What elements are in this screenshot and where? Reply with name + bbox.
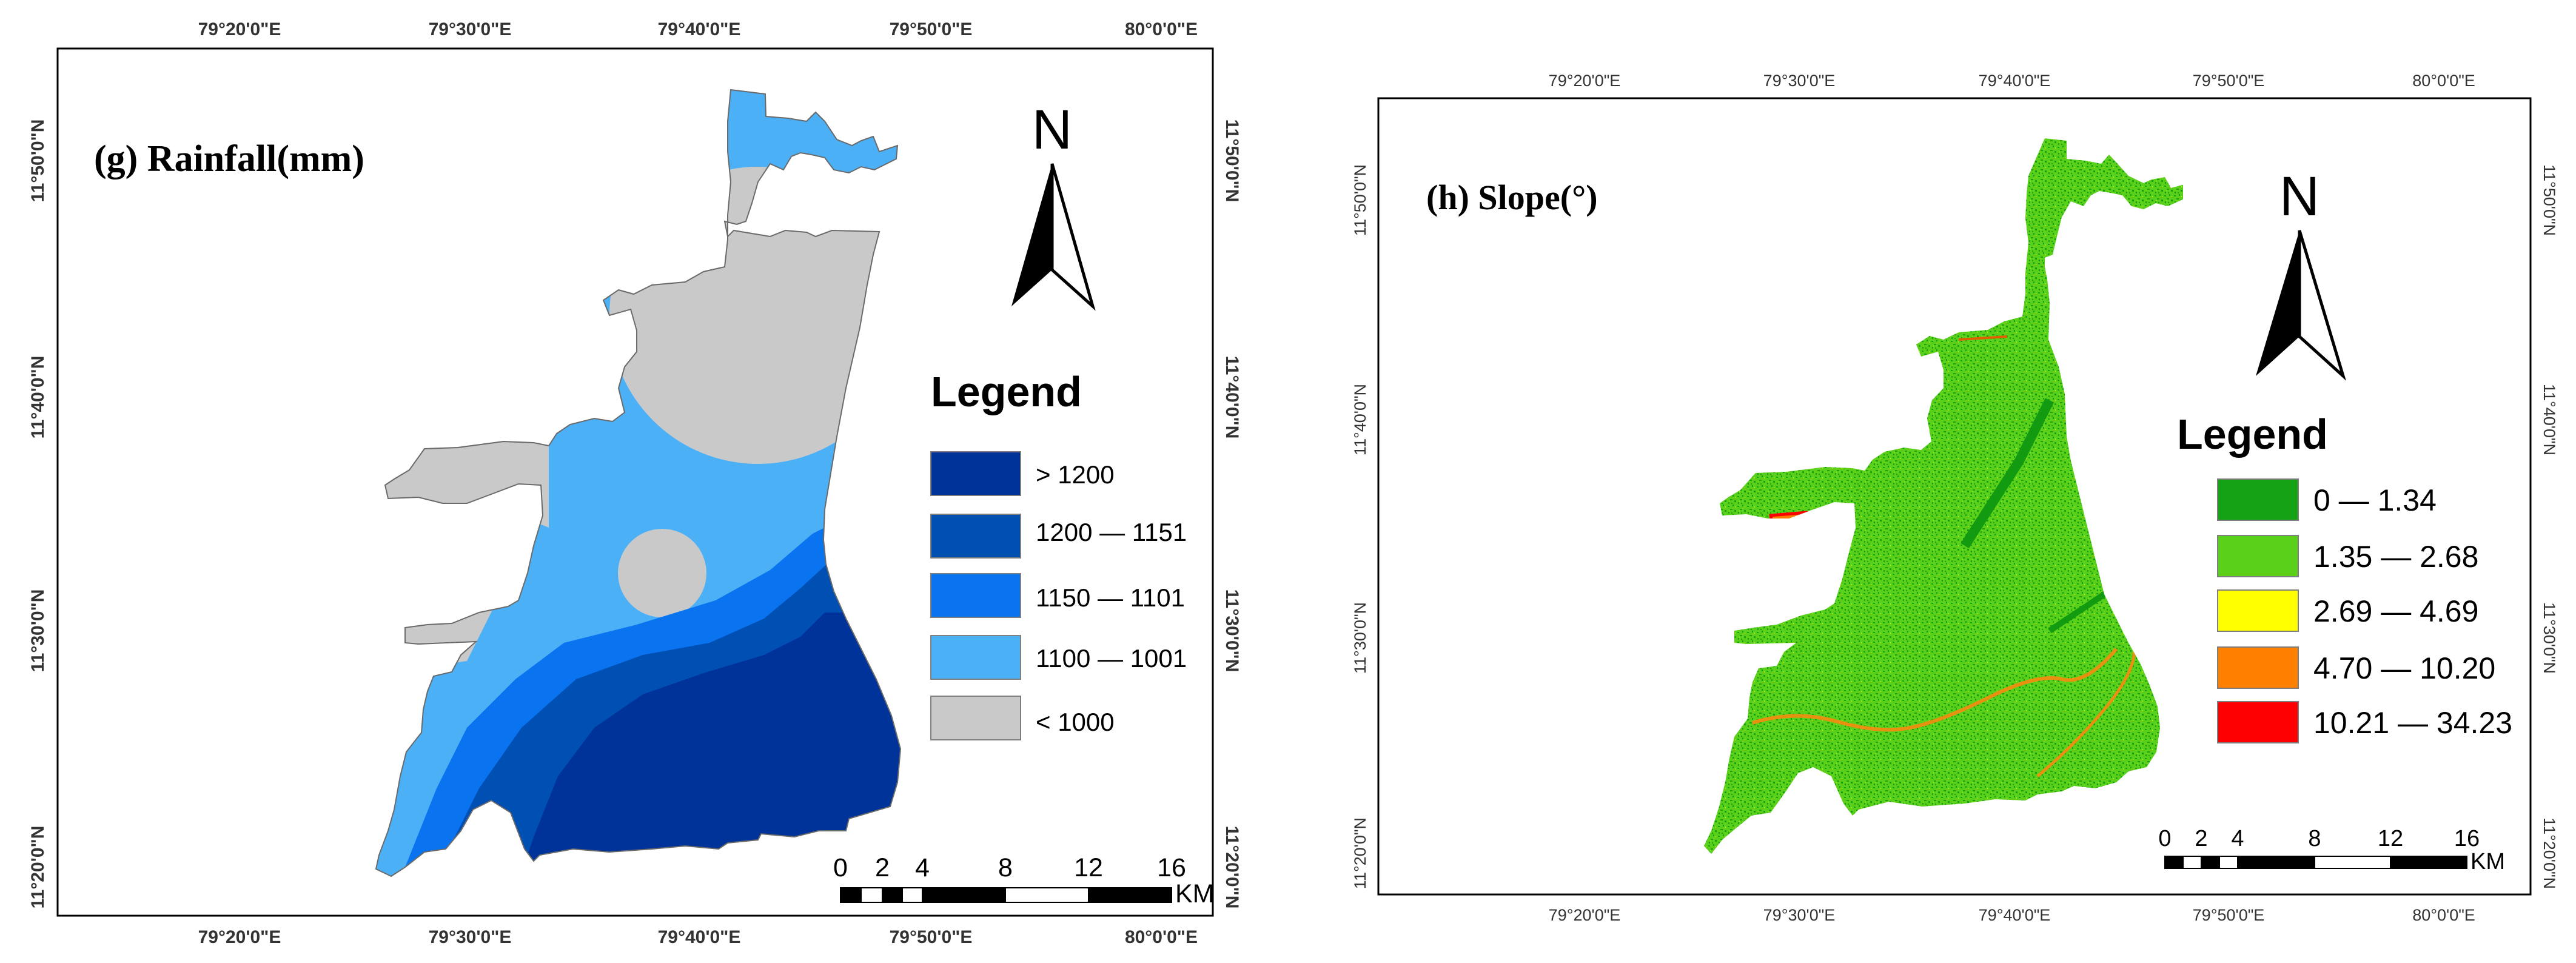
legend-swatch bbox=[2217, 478, 2299, 521]
legend-swatch bbox=[930, 635, 1021, 680]
map-title-h: (h) Slope(°) bbox=[1426, 178, 1598, 217]
lat-ticks-left-g: 11°50'0"N 11°40'0"N 11°30'0"N 11°20'0"N bbox=[28, 119, 48, 909]
lon-ticks-bottom-h: 79°20'0"E 79°30'0"E 79°40'0"E 79°50'0"E … bbox=[1549, 906, 2475, 924]
lat-tick-label: 11°20'0"N bbox=[2540, 817, 2558, 889]
legend-label: 1100 — 1001 bbox=[1036, 644, 1187, 673]
map-panel-rainfall: 79°20'0"E 79°30'0"E 79°40'0"E 79°50'0"E … bbox=[28, 19, 1242, 947]
map-panel-slope: 79°20'0"E 79°30'0"E 79°40'0"E 79°50'0"E … bbox=[1351, 72, 2558, 924]
lat-tick-label: 11°40'0"N bbox=[1222, 356, 1242, 439]
lon-tick-label: 79°50'0"E bbox=[2193, 906, 2265, 924]
north-arrow-icon: N bbox=[1011, 99, 1096, 311]
lat-tick-label: 11°20'0"N bbox=[1222, 826, 1242, 909]
zone-lt1000-center bbox=[618, 529, 706, 617]
scale-number: 12 bbox=[1074, 853, 1103, 882]
legend-swatch bbox=[2217, 535, 2299, 577]
lat-ticks-left-h: 11°50'0"N 11°40'0"N 11°30'0"N 11°20'0"N bbox=[1351, 164, 1369, 889]
legend-swatch bbox=[930, 573, 1021, 618]
lat-tick-label: 11°30'0"N bbox=[1222, 589, 1242, 673]
legend-swatch bbox=[930, 451, 1021, 496]
legend-label: 1150 — 1101 bbox=[1036, 583, 1185, 612]
lon-tick-label: 79°40'0"E bbox=[658, 19, 741, 39]
lon-tick-label: 80°0'0"E bbox=[2412, 906, 2475, 924]
lat-tick-label: 11°30'0"N bbox=[28, 589, 48, 673]
scale-number: 8 bbox=[2308, 826, 2321, 851]
scale-number: 4 bbox=[915, 853, 930, 882]
legend-title-g: Legend bbox=[931, 368, 1082, 415]
lat-tick-label: 11°50'0"N bbox=[28, 119, 48, 203]
scale-number: 12 bbox=[2378, 826, 2403, 851]
scale-number: 8 bbox=[998, 853, 1013, 882]
legend-swatch bbox=[930, 696, 1021, 740]
lon-tick-label: 79°50'0"E bbox=[890, 19, 973, 39]
lon-tick-label: 79°30'0"E bbox=[429, 927, 512, 947]
lon-tick-label: 79°40'0"E bbox=[658, 927, 741, 947]
lat-tick-label: 11°20'0"N bbox=[1351, 817, 1369, 889]
lon-tick-label: 79°40'0"E bbox=[1979, 72, 2051, 90]
legend-swatch bbox=[2217, 701, 2299, 743]
lat-tick-label: 11°50'0"N bbox=[1222, 119, 1242, 203]
scale-bar-g: 0 2 4 8 12 16 KM bbox=[833, 853, 1214, 908]
lat-tick-label: 11°30'0"N bbox=[1351, 602, 1369, 674]
scale-number: 4 bbox=[2231, 826, 2244, 851]
lon-ticks-bottom-g: 79°20'0"E 79°30'0"E 79°40'0"E 79°50'0"E … bbox=[198, 927, 1198, 947]
lat-tick-label: 11°50'0"N bbox=[2540, 164, 2558, 236]
lon-tick-label: 80°0'0"E bbox=[1125, 927, 1198, 947]
scale-number: 16 bbox=[2454, 826, 2480, 851]
lon-tick-label: 80°0'0"E bbox=[2412, 72, 2475, 90]
lon-tick-label: 79°20'0"E bbox=[198, 19, 281, 39]
legend-label: 0 — 1.34 bbox=[2313, 483, 2437, 517]
lat-tick-label: 11°40'0"N bbox=[2540, 384, 2558, 455]
lon-ticks-top-h: 79°20'0"E 79°30'0"E 79°40'0"E 79°50'0"E … bbox=[1549, 72, 2475, 90]
scale-number: 2 bbox=[875, 853, 890, 882]
lon-tick-label: 79°20'0"E bbox=[1549, 906, 1621, 924]
district-boundary-g bbox=[375, 89, 902, 877]
legend-label: < 1000 bbox=[1036, 708, 1115, 736]
lat-tick-label: 11°30'0"N bbox=[2540, 602, 2558, 674]
lon-tick-label: 79°20'0"E bbox=[198, 927, 281, 947]
lon-tick-label: 80°0'0"E bbox=[1125, 19, 1198, 39]
legend-label: > 1200 bbox=[1036, 460, 1115, 489]
legend-label: 1200 — 1151 bbox=[1036, 518, 1187, 546]
legend-title-h: Legend bbox=[2177, 411, 2328, 458]
legend-swatch bbox=[2217, 589, 2299, 632]
scale-number: 16 bbox=[1157, 853, 1186, 882]
scale-number: 0 bbox=[2158, 826, 2171, 851]
scale-number: 0 bbox=[833, 853, 848, 882]
north-label: N bbox=[1032, 99, 1072, 161]
lon-tick-label: 79°40'0"E bbox=[1979, 906, 2051, 924]
lon-tick-label: 79°20'0"E bbox=[1549, 72, 1621, 90]
legend-label: 1.35 — 2.68 bbox=[2313, 540, 2478, 574]
legend-swatch bbox=[930, 514, 1021, 559]
lon-tick-label: 79°30'0"E bbox=[429, 19, 512, 39]
north-label: N bbox=[2279, 166, 2319, 227]
lat-tick-label: 11°20'0"N bbox=[28, 826, 48, 909]
legend-label: 2.69 — 4.69 bbox=[2313, 594, 2478, 628]
lat-tick-label: 11°50'0"N bbox=[1351, 164, 1369, 236]
lon-tick-label: 79°30'0"E bbox=[1763, 72, 1836, 90]
legend-h: Legend 0 — 1.34 1.35 — 2.68 2.69 — 4.69 … bbox=[2177, 411, 2512, 743]
lon-ticks-top-g: 79°20'0"E 79°30'0"E 79°40'0"E 79°50'0"E … bbox=[198, 19, 1198, 39]
scale-number: 2 bbox=[2195, 826, 2207, 851]
north-arrow-icon: N bbox=[2256, 166, 2346, 381]
lat-tick-label: 11°40'0"N bbox=[1351, 384, 1369, 455]
lon-tick-label: 79°30'0"E bbox=[1763, 906, 1836, 924]
map-title-g: (g) Rainfall(mm) bbox=[94, 138, 364, 180]
legend-g: Legend > 1200 1200 — 1151 1150 — 1101 11… bbox=[930, 368, 1187, 740]
scale-unit: KM bbox=[2470, 849, 2505, 874]
scale-unit: KM bbox=[1175, 879, 1215, 908]
lon-tick-label: 79°50'0"E bbox=[2193, 72, 2265, 90]
legend-label: 10.21 — 34.23 bbox=[2313, 706, 2512, 740]
scale-bar-h: 0 2 4 8 12 16 KM bbox=[2158, 826, 2505, 874]
lat-ticks-right-h: 11°50'0"N 11°40'0"N 11°30'0"N 11°20'0"N bbox=[2540, 164, 2558, 889]
lat-ticks-right-g: 11°50'0"N 11°40'0"N 11°30'0"N 11°20'0"N bbox=[1222, 119, 1242, 909]
lon-tick-label: 79°50'0"E bbox=[890, 927, 973, 947]
lat-tick-label: 11°40'0"N bbox=[28, 356, 48, 439]
legend-label: 4.70 — 10.20 bbox=[2313, 651, 2495, 685]
legend-swatch bbox=[2217, 646, 2299, 689]
